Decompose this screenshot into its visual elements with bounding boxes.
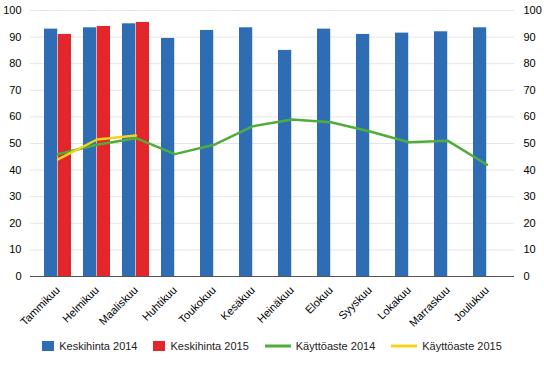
- svg-text:30: 30: [524, 190, 536, 202]
- svg-text:10: 10: [524, 243, 536, 255]
- svg-text:Marraskuu: Marraskuu: [407, 284, 452, 329]
- svg-text:20: 20: [9, 217, 21, 229]
- svg-text:Kesäkuu: Kesäkuu: [218, 284, 257, 323]
- svg-text:60: 60: [9, 110, 21, 122]
- svg-text:Tammikuu: Tammikuu: [18, 284, 62, 328]
- svg-text:0: 0: [15, 270, 21, 282]
- svg-text:40: 40: [524, 164, 536, 176]
- svg-text:70: 70: [9, 84, 21, 96]
- svg-text:100: 100: [524, 4, 542, 16]
- svg-text:Joulukuu: Joulukuu: [451, 284, 491, 324]
- svg-text:Elokuu: Elokuu: [303, 284, 335, 316]
- svg-text:Toukokuu: Toukokuu: [176, 284, 218, 326]
- svg-text:90: 90: [524, 31, 536, 43]
- html-text:Keskihinta 2014: Keskihinta 2014: [59, 340, 138, 352]
- svg-text:10: 10: [9, 243, 21, 255]
- svg-text:20: 20: [524, 217, 536, 229]
- svg-text:30: 30: [9, 190, 21, 202]
- svg-text:50: 50: [524, 137, 536, 149]
- svg-text:0: 0: [524, 270, 530, 282]
- svg-text:40: 40: [9, 164, 21, 176]
- html-text:Käyttöaste 2015: Käyttöaste 2015: [422, 340, 502, 352]
- svg-text:60: 60: [524, 110, 536, 122]
- svg-text:Huhtikuu: Huhtikuu: [140, 284, 179, 323]
- html-text:Keskihinta 2015: Keskihinta 2015: [170, 340, 249, 352]
- svg-text:Helmikuu: Helmikuu: [60, 284, 101, 325]
- html-text:Käyttöaste 2014: Käyttöaste 2014: [295, 340, 376, 352]
- svg-text:Lokakuu: Lokakuu: [375, 284, 413, 322]
- svg-text:Heinäkuu: Heinäkuu: [255, 284, 296, 325]
- svg-text:80: 80: [9, 57, 21, 69]
- svg-text:Maaliskuu: Maaliskuu: [96, 284, 140, 328]
- svg-text:80: 80: [524, 57, 536, 69]
- svg-text:100: 100: [3, 4, 21, 16]
- svg-text:90: 90: [9, 31, 21, 43]
- svg-text:70: 70: [524, 84, 536, 96]
- svg-text:50: 50: [9, 137, 21, 149]
- svg-text:Syyskuu: Syyskuu: [336, 284, 374, 322]
